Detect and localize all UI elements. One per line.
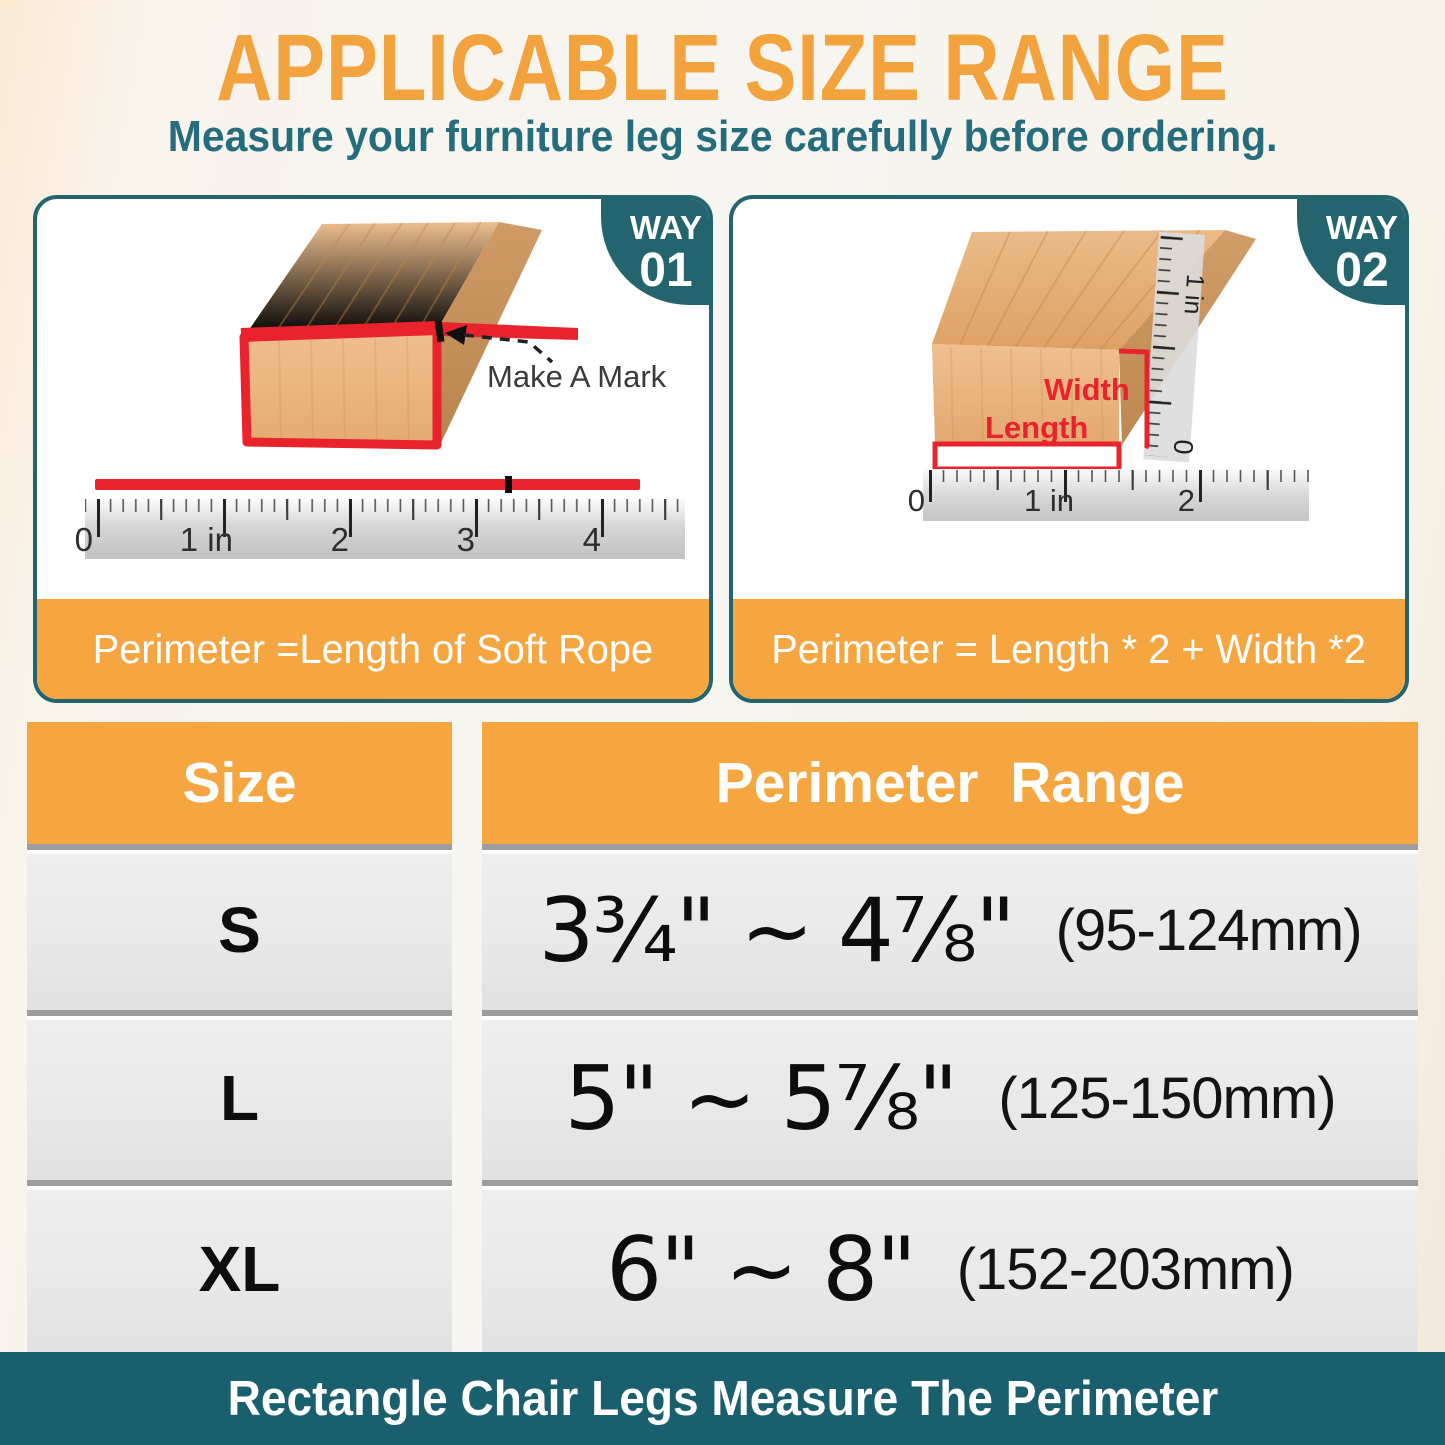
way2-hruler-label: 2 <box>1178 483 1195 518</box>
way2-vertical-ruler: 1 in 0 <box>1143 231 1209 463</box>
way1-wood-block <box>244 221 542 445</box>
range-inches: 5" ~ 5⅞" <box>564 1046 958 1150</box>
table-row-xl-range: 6" ~ 8" (152-203mm) <box>482 1180 1418 1352</box>
way1-badge-label: WAY <box>629 209 703 246</box>
table-row-s-size: S <box>27 844 452 1010</box>
way2-horizontal-ruler: 0 1 in 2 <box>908 469 1309 521</box>
way2-hruler-label: 0 <box>908 483 925 518</box>
way2-hruler-label: 1 in <box>1024 483 1074 518</box>
way1-ruler: 0 1 in 2 3 4 <box>75 498 685 559</box>
way1-ruler-label: 0 <box>75 521 93 558</box>
way1-measure-illustration: Make A Mark 0 1 in 2 3 4 <box>75 221 685 559</box>
way1-badge-number: 01 <box>639 243 693 297</box>
way2-measure-illustration: 1 in 0 Width Length 0 1 in 2 <box>908 229 1309 521</box>
footer-banner: Rectangle Chair Legs Measure The Perimet… <box>0 1352 1445 1445</box>
way2-badge-number: 02 <box>1335 243 1389 297</box>
way1-rope-straight <box>95 476 640 493</box>
way1-ruler-label: 3 <box>457 521 475 558</box>
way2-length-label: Length <box>985 410 1088 445</box>
page-title: APPLICABLE SIZE RANGE <box>216 15 1229 121</box>
table-row-xl-size: XL <box>27 1180 452 1352</box>
range-inches: 3¾" ~ 4⅞" <box>538 878 1015 982</box>
range-mm: (152-203mm) <box>956 1236 1295 1302</box>
table-row-s-range: 3¾" ~ 4⅞" (95-124mm) <box>482 844 1418 1010</box>
way2-width-label: Width <box>1044 372 1130 407</box>
size-table: Size Perimeter Range S 3¾" ~ 4⅞" (95-124… <box>27 722 1418 1352</box>
way1-card: WAY 01 <box>33 195 713 703</box>
way1-ruler-label: 2 <box>331 521 349 558</box>
perimeter-range-column-header: Perimeter Range <box>482 722 1418 844</box>
size-column-header: Size <box>27 722 452 844</box>
way2-vruler-top-label: 1 in <box>1178 273 1209 315</box>
way1-rope-mark <box>434 320 445 343</box>
make-a-mark-label: Make A Mark <box>487 359 667 394</box>
table-row-l-range: 5" ~ 5⅞" (125-150mm) <box>482 1010 1418 1180</box>
range-mm: (95-124mm) <box>1055 897 1363 963</box>
way2-wood-block <box>932 229 1256 446</box>
way2-measure-marks: Width Length <box>932 348 1151 472</box>
range-inches: 6" ~ 8" <box>606 1217 917 1321</box>
way1-ruler-label: 1 in <box>180 521 233 558</box>
way1-annotation: Make A Mark <box>445 325 667 394</box>
range-mm: (125-150mm) <box>998 1065 1336 1131</box>
way2-vruler-bottom-label: 0 <box>1168 438 1199 455</box>
way2-card: WAY 02 <box>729 195 1409 703</box>
way1-caption: Perimeter =Length of Soft Rope <box>37 599 709 699</box>
way1-ruler-label: 4 <box>583 521 601 558</box>
way2-badge-label: WAY <box>1325 209 1399 246</box>
table-row-l-size: L <box>27 1010 452 1180</box>
way2-caption: Perimeter = Length * 2 + Width *2 <box>733 599 1405 699</box>
page-subtitle: Measure your furniture leg size carefull… <box>167 112 1278 161</box>
